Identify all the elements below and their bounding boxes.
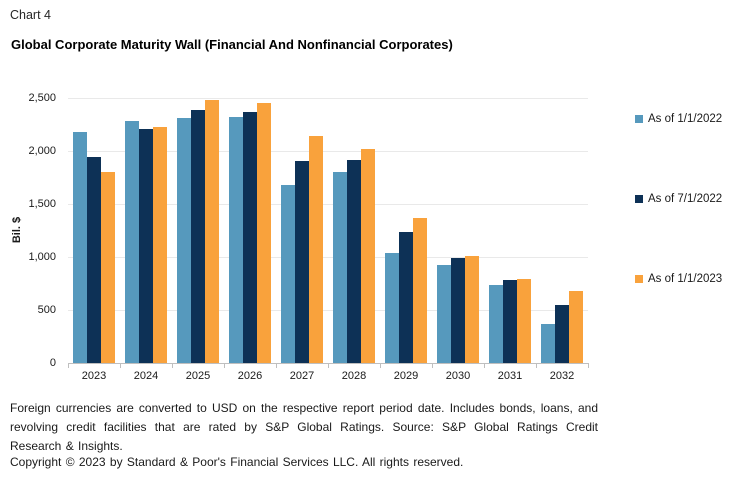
x-tick-label: 2027 [289,370,315,382]
bar [191,110,205,363]
y-tick-label: 1,500 [28,198,56,210]
bar [413,218,427,363]
bar [87,157,101,363]
x-tick-label: 2028 [341,370,367,382]
bar [541,324,555,363]
bar [73,132,87,363]
bar [243,112,257,363]
bar [153,127,167,363]
bar [451,258,465,363]
x-tick-label: 2029 [393,370,419,382]
bar [437,265,451,363]
bar [489,285,503,363]
y-tick-label: 1,000 [28,251,56,263]
chart-title: Global Corporate Maturity Wall (Financia… [11,37,453,52]
chart-number-label: Chart 4 [10,8,51,22]
bar [281,185,295,363]
x-axis-tick-labels: 2023 2024 2025 2026 2027 2028 2029 2030 2031 2032 [68,370,588,382]
x-tick-label: 2032 [549,370,575,382]
axis-tick [224,364,225,368]
bar-group [328,98,380,363]
bar [361,149,375,363]
legend-swatch [635,115,643,123]
bar-group [484,98,536,363]
y-tick-label: 500 [37,304,56,316]
bar [257,103,271,363]
legend-item: As of 7/1/2022 [635,193,722,205]
bar-group [68,98,120,363]
footnote: Foreign currencies are converted to USD … [10,401,598,453]
bar [101,172,115,363]
bar [347,160,361,363]
bar-group [224,98,276,363]
legend: As of 1/1/2022 As of 7/1/2022 As of 1/1/20… [635,113,722,285]
axis-tick [328,364,329,368]
bar-group [536,98,588,363]
x-tick-label: 2024 [133,370,159,382]
x-tick-label: 2031 [497,370,523,382]
axis-tick [484,364,485,368]
axis-tick [276,364,277,368]
x-tick-label: 2023 [81,370,107,382]
legend-item: As of 1/1/2022 [635,113,722,125]
bar [569,291,583,363]
y-tick-label: 2,000 [28,145,56,157]
axis-tick [432,364,433,368]
legend-label: As of 7/1/2022 [648,193,723,205]
axis-tick [172,364,173,368]
x-axis-line [68,363,589,364]
bar-group [172,98,224,363]
x-tick-label: 2025 [185,370,211,382]
bar [517,279,531,363]
bar [229,117,243,363]
y-tick-label: 2,500 [28,92,56,104]
axis-tick [120,364,121,368]
bar-group [432,98,484,363]
gridline [68,204,588,205]
bar [125,121,139,363]
bar-group [276,98,328,363]
bar [139,129,153,363]
bar [399,232,413,363]
x-tick-label: 2026 [237,370,263,382]
axis-tick [68,364,69,368]
bar [177,118,191,363]
y-tick-label: 0 [49,357,56,369]
bar [503,280,517,363]
axis-tick [588,364,589,368]
bar [295,161,309,363]
bar [205,100,219,363]
legend-swatch [635,195,643,203]
bar-group [380,98,432,363]
x-tick-label: 2030 [445,370,471,382]
gridline [68,151,588,152]
legend-item: As of 1/1/2023 [635,273,722,285]
bar [465,256,479,363]
gridline [68,257,588,258]
gridline [68,310,588,311]
axis-tick [536,364,537,368]
legend-label: As of 1/1/2022 [648,113,723,125]
bar-groups [68,98,588,363]
gridline [68,98,588,99]
bar [333,172,347,363]
axis-tick [380,364,381,368]
bar [555,305,569,363]
bar [309,136,323,363]
legend-label: As of 1/1/2023 [648,273,723,285]
legend-swatch [635,275,643,283]
bar-group [120,98,172,363]
copyright-line: Copyright © 2023 by Standard & Poor's Fi… [10,455,464,469]
bar [385,253,399,363]
